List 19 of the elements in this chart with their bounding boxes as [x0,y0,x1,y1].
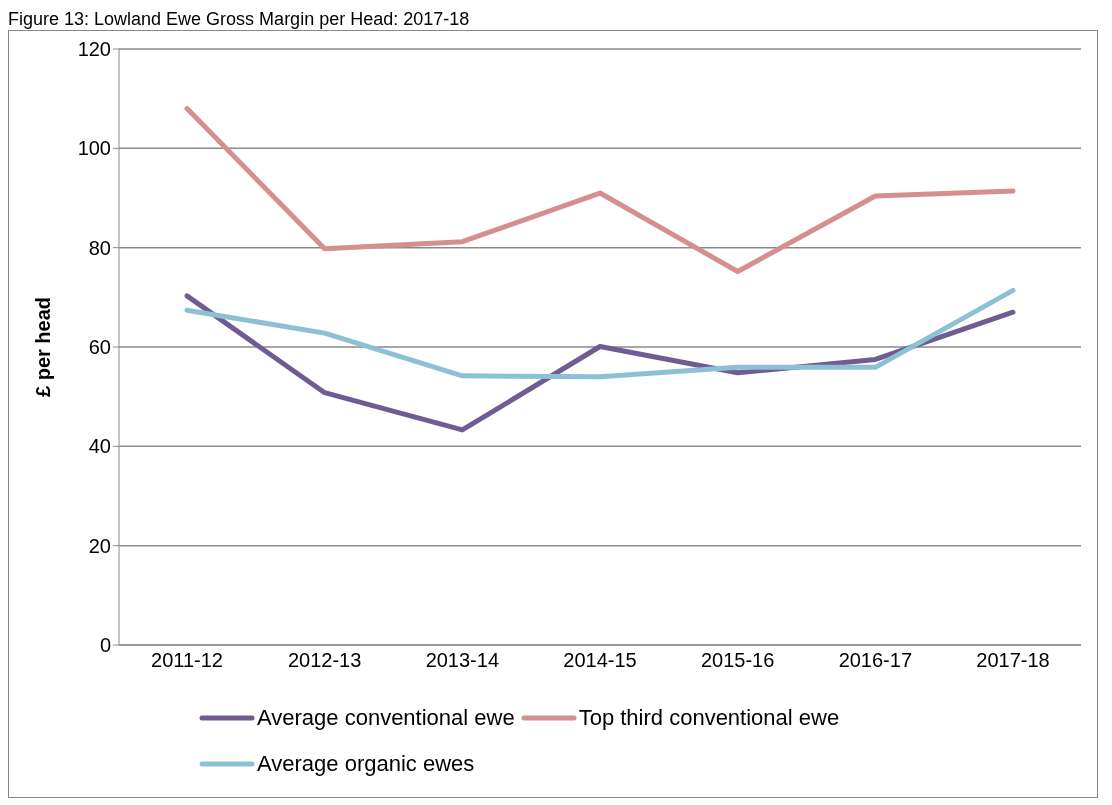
y-tick-label: 40 [88,435,111,458]
legend-label: Top third conventional ewe [578,705,840,731]
x-tick-label: 2013-14 [425,649,500,672]
x-tick-label: 2017-18 [976,649,1050,672]
legend-label: Average organic ewes [257,751,475,777]
chart-title: Figure 13: Lowland Ewe Gross Margin per Head: 2017-18 [8,8,471,30]
y-tick-label: 0 [99,634,111,657]
x-tick-label: 2012-13 [287,649,362,672]
x-tick-label: 2016-17 [838,649,913,672]
x-tick-label: 2014-15 [563,649,637,672]
y-tick-label: 80 [88,236,111,259]
x-tick-label: 2015-16 [700,649,775,672]
y-axis-title: £ per head [32,296,55,398]
y-tick-label: 120 [77,38,111,61]
y-tick-label: 100 [77,137,111,160]
x-tick-label: 2011-12 [151,649,223,672]
legend-label: Average conventional ewe [257,705,515,731]
y-tick-label: 20 [88,534,111,557]
y-tick-label: 60 [88,336,111,359]
